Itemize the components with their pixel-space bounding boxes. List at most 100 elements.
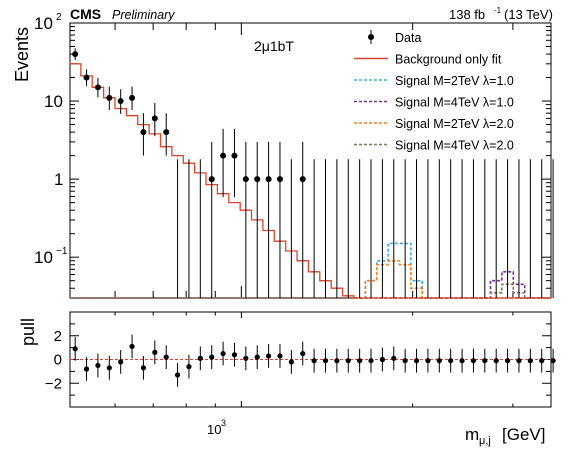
y-tick-label: 10 (44, 92, 63, 111)
pull-point (368, 358, 374, 364)
legend-label-sig_2_1: Signal M=2TeV λ=1.0 (395, 74, 514, 88)
y-tick-exponent: 2 (56, 12, 62, 23)
pull-point (197, 355, 203, 361)
y-tick-label: 10 (34, 248, 53, 267)
pull-point (152, 349, 158, 355)
pull-points (70, 334, 556, 387)
histogram-background (70, 63, 551, 299)
data-point (265, 176, 272, 183)
lumi-exponent: -1 (494, 6, 502, 15)
data-point (83, 74, 90, 81)
pull-point (72, 346, 78, 352)
pull-point (425, 358, 431, 364)
pull-point (493, 358, 499, 364)
pull-point (470, 358, 477, 364)
pull-tick-label: 0 (54, 352, 62, 369)
data-point (231, 152, 238, 159)
pull-point (436, 358, 442, 364)
histogram-sig_4_1 (70, 271, 551, 299)
pull-point (311, 358, 317, 364)
y-axis-label-events: Events (12, 27, 32, 82)
pull-point (220, 350, 226, 357)
data-point (299, 176, 306, 183)
pull-point (527, 358, 533, 364)
x-tick-label-exp: 3 (221, 418, 226, 428)
x-axis-label-base: m (465, 425, 479, 444)
pull-point (402, 358, 408, 364)
data-point (151, 115, 158, 122)
data-point (106, 94, 113, 101)
pull-point (539, 358, 545, 364)
data-point (208, 176, 215, 183)
data-point (94, 84, 101, 91)
data-point (129, 94, 136, 101)
legend-label-sig_4_2: Signal M=4TeV λ=2.0 (395, 139, 514, 153)
pull-point (482, 358, 488, 364)
legend-label-sig_4_1: Signal M=4TeV λ=1.0 (395, 96, 514, 110)
y-axis-label-pull: pull (18, 318, 38, 346)
pull-tick-label: 2 (54, 328, 62, 345)
x-axis-label-sub: μ,j (479, 435, 491, 447)
pull-point (550, 358, 556, 364)
pull-point (391, 355, 397, 361)
pull-point (357, 358, 363, 364)
lumi-value: 138 fb (449, 7, 485, 22)
pull-point (504, 358, 511, 364)
data-point (242, 176, 249, 183)
y-tick-label: 10 (34, 14, 53, 33)
pull-point (300, 350, 306, 357)
pull-point (129, 343, 135, 350)
pull-point (265, 353, 272, 359)
pull-point (379, 356, 386, 363)
x-axis-label-unit: [GeV] (502, 425, 545, 444)
status-label: Preliminary (112, 8, 175, 22)
pull-point (95, 362, 101, 369)
data-point (140, 129, 147, 136)
histogram-sig_2_1 (70, 242, 551, 299)
pull-point (140, 365, 147, 371)
y-tick-label: 1 (54, 170, 63, 189)
pull-point (322, 358, 329, 364)
legend: Data Background only fit Signal M=2TeV λ=1… (354, 30, 514, 153)
legend-label-background: Background only fit (395, 53, 502, 67)
category-label: 2μ1bT (254, 38, 294, 54)
lumi-energy: (13 TeV) (504, 7, 553, 22)
pull-point (345, 358, 351, 364)
data-point (117, 98, 124, 105)
pull-point (209, 354, 215, 360)
y-tick-exponent: −1 (56, 246, 68, 257)
experiment-label: CMS (70, 6, 101, 22)
data-point (220, 152, 227, 159)
pull-point (277, 353, 283, 359)
legend-symbol-data-marker (368, 34, 374, 40)
data-point (276, 176, 283, 183)
x-tick-label-base: 10 (207, 422, 221, 437)
legend-label-data: Data (395, 31, 421, 45)
pull-point (288, 359, 294, 365)
pull-point (413, 358, 420, 364)
pull-point (459, 358, 465, 364)
pull-point (334, 358, 340, 364)
pull-point (254, 354, 260, 360)
pull-point (106, 365, 112, 371)
pull-point (243, 355, 249, 361)
data-points (72, 48, 554, 298)
pull-y-ticks: 2 0 −2 (45, 323, 551, 396)
pull-point (231, 352, 238, 358)
pull-x-ticks (69, 312, 514, 407)
data-point (72, 51, 79, 58)
data-point (254, 176, 261, 183)
pull-point (163, 354, 169, 360)
pull-point (448, 358, 454, 364)
pull-point (516, 358, 522, 364)
pull-point (186, 364, 192, 370)
pull-point (174, 372, 181, 378)
pull-point (118, 359, 124, 365)
histogram-sig_4_2 (70, 283, 551, 299)
legend-label-sig_2_2: Signal M=2TeV λ=2.0 (395, 117, 514, 131)
pull-point (83, 366, 90, 372)
data-point (163, 129, 170, 136)
pull-tick-label: −2 (45, 375, 62, 392)
